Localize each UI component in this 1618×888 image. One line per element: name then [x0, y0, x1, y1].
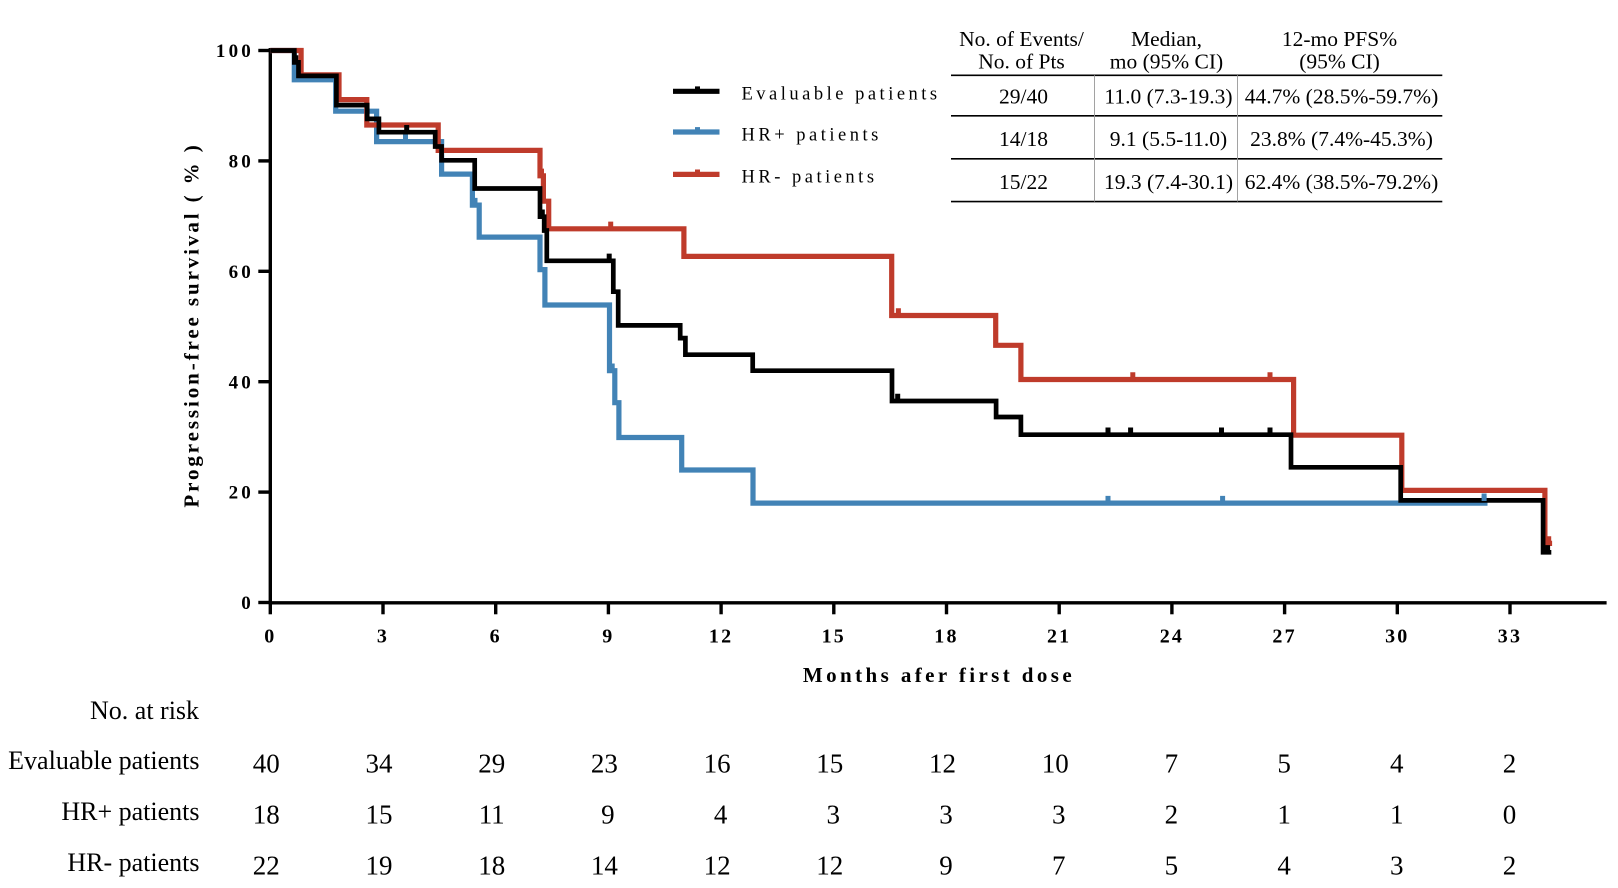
svg-text:19: 19	[366, 851, 393, 881]
svg-text:14/18: 14/18	[999, 127, 1048, 151]
svg-text:12: 12	[709, 626, 733, 648]
svg-text:44.7% (28.5%-59.7%): 44.7% (28.5%-59.7%)	[1245, 84, 1438, 108]
svg-text:60: 60	[229, 262, 254, 283]
svg-text:100: 100	[216, 41, 254, 62]
svg-text:6: 6	[490, 626, 502, 648]
svg-text:0: 0	[241, 593, 254, 614]
svg-text:2: 2	[1503, 749, 1517, 779]
svg-text:No. at risk: No. at risk	[90, 696, 199, 725]
svg-text:15: 15	[822, 626, 846, 648]
svg-text:(95% CI): (95% CI)	[1299, 49, 1380, 73]
svg-text:29: 29	[478, 749, 505, 779]
svg-text:5: 5	[1165, 851, 1179, 881]
svg-text:23.8% (7.4%-45.3%): 23.8% (7.4%-45.3%)	[1250, 127, 1433, 151]
svg-text:4: 4	[714, 800, 728, 830]
svg-text:9: 9	[939, 851, 953, 881]
svg-text:5: 5	[1277, 749, 1291, 779]
svg-text:30: 30	[1385, 626, 1409, 648]
svg-text:12: 12	[704, 851, 731, 881]
svg-text:10: 10	[1042, 749, 1069, 779]
svg-text:Progression-free survival ( %: Progression-free survival ( % )	[180, 142, 204, 507]
svg-text:Evaluable patients: Evaluable patients	[8, 746, 199, 775]
svg-text:16: 16	[704, 749, 731, 779]
svg-text:33: 33	[1498, 626, 1522, 648]
svg-text:mo (95% CI): mo (95% CI)	[1110, 49, 1223, 73]
svg-text:Evaluable patients: Evaluable patients	[742, 85, 941, 105]
svg-text:0: 0	[264, 626, 276, 648]
svg-text:4: 4	[1277, 851, 1291, 881]
svg-text:3: 3	[939, 800, 953, 830]
svg-text:HR- patients: HR- patients	[67, 848, 199, 877]
svg-text:40: 40	[253, 749, 280, 779]
svg-text:12-mo PFS%: 12-mo PFS%	[1282, 27, 1397, 51]
svg-text:3: 3	[1390, 851, 1404, 881]
svg-text:19.3 (7.4-30.1): 19.3 (7.4-30.1)	[1104, 170, 1233, 194]
svg-text:No. of Pts: No. of Pts	[978, 49, 1065, 73]
svg-text:18: 18	[253, 800, 280, 830]
svg-text:No. of Events/: No. of Events/	[959, 27, 1084, 51]
svg-text:14: 14	[591, 851, 619, 881]
svg-text:11: 11	[479, 800, 505, 830]
svg-text:1: 1	[1277, 800, 1291, 830]
svg-text:HR+ patients: HR+ patients	[61, 797, 199, 826]
svg-text:15: 15	[816, 749, 843, 779]
svg-text:11.0 (7.3-19.3): 11.0 (7.3-19.3)	[1104, 84, 1232, 108]
svg-text:7: 7	[1052, 851, 1066, 881]
svg-text:9: 9	[602, 626, 614, 648]
svg-text:20: 20	[229, 483, 254, 504]
svg-text:12: 12	[816, 851, 843, 881]
svg-text:1: 1	[1390, 800, 1404, 830]
svg-text:2: 2	[1503, 851, 1517, 881]
svg-text:3: 3	[377, 626, 389, 648]
svg-text:15: 15	[366, 800, 393, 830]
svg-text:4: 4	[1390, 749, 1404, 779]
svg-text:Median,: Median,	[1131, 27, 1202, 51]
svg-text:15/22: 15/22	[999, 170, 1048, 194]
svg-text:HR+ patients: HR+ patients	[742, 125, 882, 145]
svg-text:34: 34	[366, 749, 394, 779]
svg-text:27: 27	[1272, 626, 1296, 648]
svg-text:3: 3	[1052, 800, 1066, 830]
svg-text:Months afer first dose: Months afer first dose	[803, 663, 1075, 687]
svg-text:23: 23	[591, 749, 618, 779]
svg-text:3: 3	[827, 800, 841, 830]
svg-text:2: 2	[1165, 800, 1179, 830]
svg-text:24: 24	[1160, 626, 1184, 648]
svg-text:0: 0	[1503, 800, 1517, 830]
svg-text:9: 9	[601, 800, 615, 830]
svg-text:7: 7	[1165, 749, 1179, 779]
svg-text:80: 80	[229, 152, 254, 173]
svg-text:18: 18	[478, 851, 505, 881]
svg-text:HR- patients: HR- patients	[742, 168, 878, 188]
svg-text:29/40: 29/40	[999, 84, 1048, 108]
svg-text:62.4% (38.5%-79.2%): 62.4% (38.5%-79.2%)	[1245, 170, 1438, 194]
svg-text:12: 12	[929, 749, 956, 779]
svg-text:22: 22	[253, 851, 280, 881]
svg-text:21: 21	[1047, 626, 1071, 648]
svg-text:9.1 (5.5-11.0): 9.1 (5.5-11.0)	[1110, 127, 1227, 151]
svg-text:40: 40	[229, 372, 254, 393]
svg-text:18: 18	[934, 626, 958, 648]
